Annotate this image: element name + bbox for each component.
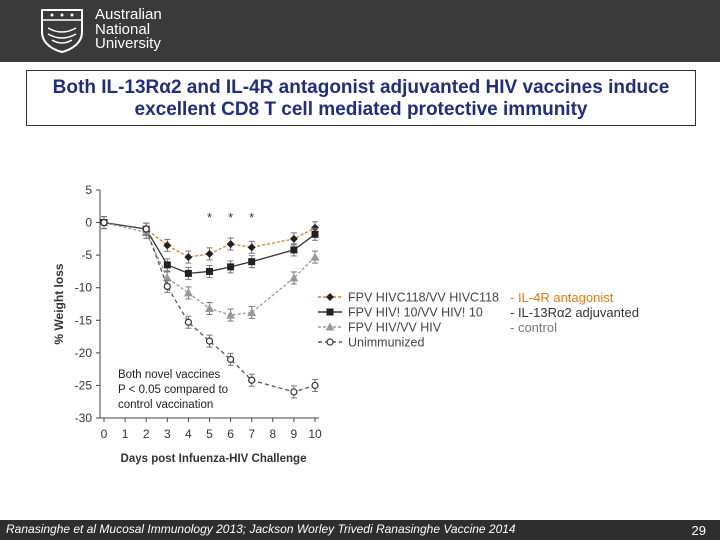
data-point-2-4: [205, 304, 214, 313]
y-tick-label: -20: [75, 346, 93, 360]
data-point-3-8: [311, 381, 319, 390]
x-tick-label: 10: [308, 427, 322, 441]
data-point-0-5: [226, 240, 235, 249]
legend-marker-2: [325, 322, 335, 331]
data-point-1-3: [184, 269, 192, 277]
data-point-2-2: [162, 273, 172, 282]
data-point-3-5: [227, 355, 235, 363]
series-line-0: [103, 221, 316, 258]
data-point-1-6: [248, 258, 256, 266]
data-point-3-3: [184, 318, 192, 326]
header-bar: Australian National University: [0, 0, 720, 62]
x-tick-label: 3: [164, 427, 171, 441]
significance-asterisk: *: [228, 210, 233, 225]
university-name: Australian National University: [95, 6, 162, 52]
y-tick-label: -10: [75, 281, 93, 295]
data-point-3-4: [205, 337, 214, 345]
data-point-1-2: [163, 261, 171, 269]
data-point-3-7: [290, 388, 298, 396]
significance-asterisk: *: [249, 210, 254, 225]
data-point-3-0: [100, 218, 108, 227]
data-point-0-6: [247, 243, 256, 252]
y-tick-label: -5: [81, 248, 92, 262]
y-axis-label: % Weight loss: [52, 263, 66, 344]
x-tick-label: 6: [227, 427, 234, 441]
legend-label-3: Unimmunized: [348, 336, 424, 350]
x-tick-label: 4: [185, 427, 192, 441]
data-point-2-5: [226, 310, 236, 319]
y-tick-label: 0: [85, 216, 92, 230]
x-tick-label: 9: [291, 427, 298, 441]
data-point-0-4: [205, 249, 214, 258]
x-tick-label: 1: [122, 427, 129, 441]
data-point-0-3: [184, 253, 193, 262]
annotation-il13: - IL-13Rα2 adjuvanted: [510, 305, 639, 320]
y-tick-label: 5: [85, 183, 92, 197]
legend-label-1: FPV HIV! 10/VV HIV! 10: [348, 306, 483, 320]
y-tick-label: -15: [75, 313, 93, 327]
page-number: 29: [691, 523, 706, 538]
y-tick-label: -25: [75, 378, 93, 392]
legend-label-2: FPV HIV/VV HIV: [348, 321, 442, 335]
y-tick-label: -30: [75, 411, 93, 425]
data-point-1-8: [311, 230, 319, 238]
data-point-1-5: [227, 263, 235, 271]
legend-marker-3: [326, 338, 334, 346]
footer-bar: Ranasinghe et al Mucosal Immunology 2013…: [0, 520, 720, 540]
data-point-3-6: [248, 376, 256, 384]
x-tick-label: 5: [206, 427, 213, 441]
legend-marker-0: [326, 293, 334, 301]
legend-label-0: FPV HIVC118/VV HIVC118: [348, 291, 499, 305]
annotation-control: - control: [510, 320, 557, 335]
x-tick-label: 0: [101, 427, 108, 441]
data-point-1-7: [290, 246, 298, 254]
data-point-0-2: [163, 241, 172, 250]
x-tick-label: 7: [248, 427, 255, 441]
slide-title: Both IL-13Rα2 and IL-4R antagonist adjuv…: [52, 77, 670, 120]
data-point-2-8: [310, 252, 320, 261]
significance-note: Both novel vaccines P < 0.05 compared to…: [118, 369, 229, 411]
data-point-2-6: [247, 307, 257, 316]
series-line-3: [103, 221, 316, 393]
data-point-0-7: [289, 234, 298, 243]
data-point-1-4: [206, 267, 213, 275]
data-point-2-3: [183, 288, 193, 297]
x-axis-label: Days post Infuenza-HIV Challenge: [121, 453, 307, 465]
x-tick-label: 2: [143, 427, 150, 441]
data-point-2-7: [289, 273, 299, 282]
slide-title-box: Both IL-13Rα2 and IL-4R antagonist adjuv…: [26, 70, 696, 126]
anu-crest-icon: [41, 9, 83, 54]
data-point-3-1: [142, 225, 150, 233]
x-tick-label: 8: [269, 427, 276, 441]
significance-asterisk: *: [207, 210, 212, 225]
legend-marker-1: [326, 308, 334, 316]
series-annotations: - IL-4R antagonist - IL-13Rα2 adjuvanted…: [510, 290, 639, 335]
annotation-il4r: - IL-4R antagonist: [510, 290, 614, 305]
data-point-0-8: [311, 223, 319, 232]
citation: Ranasinghe et al Mucosal Immunology 2013…: [6, 522, 516, 536]
data-point-3-2: [163, 282, 171, 291]
